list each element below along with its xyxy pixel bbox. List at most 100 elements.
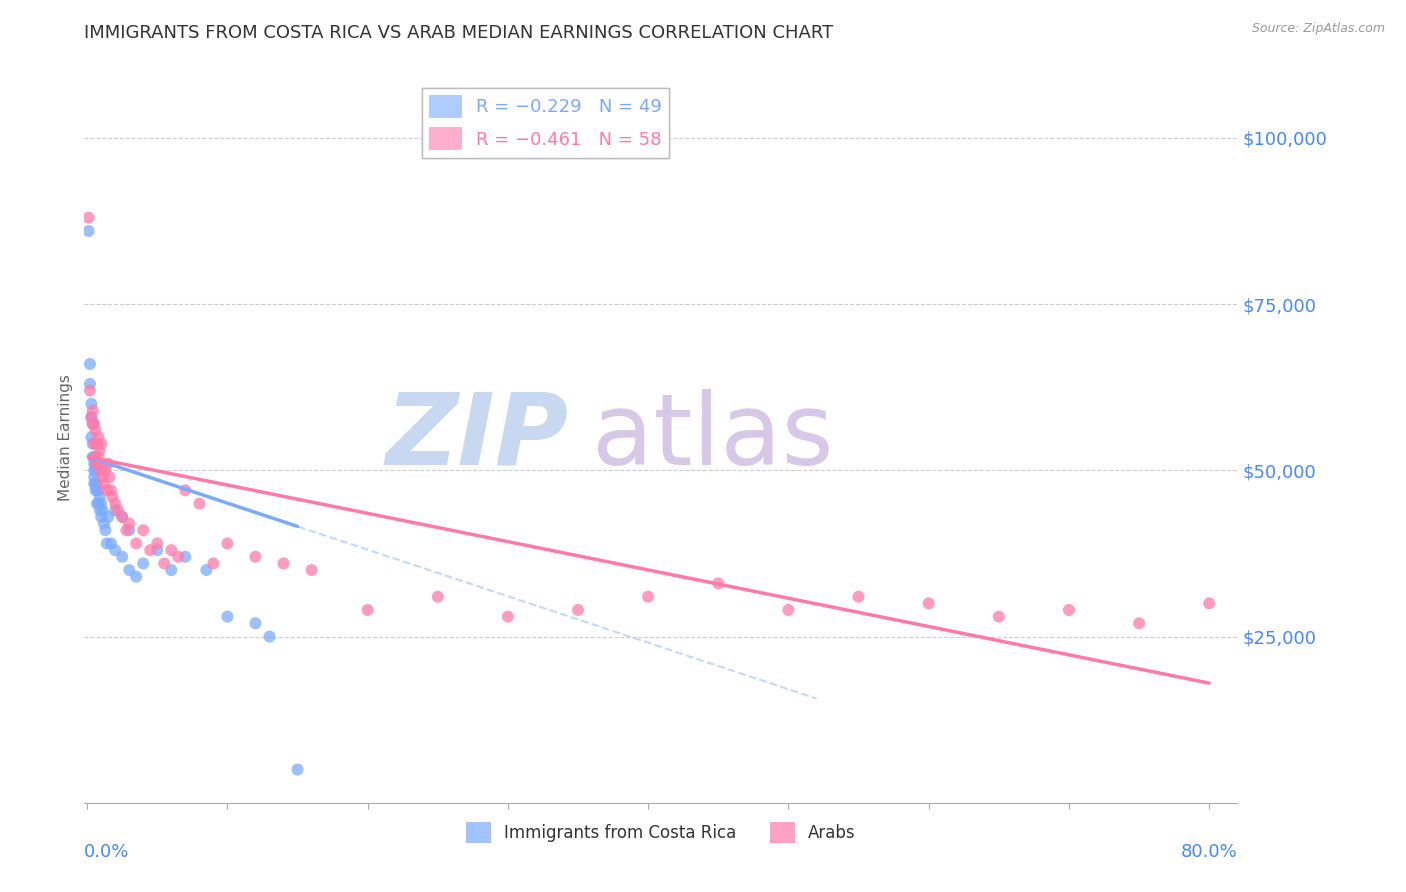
Point <box>87 430 110 444</box>
Point <box>82 417 104 431</box>
Point <box>84 463 107 477</box>
Point <box>86 476 108 491</box>
Point <box>707 576 730 591</box>
Point <box>101 490 124 504</box>
Point <box>89 503 111 517</box>
Point <box>89 443 111 458</box>
Point <box>86 497 108 511</box>
Point <box>139 543 162 558</box>
Point <box>104 503 127 517</box>
Point <box>77 224 100 238</box>
Point <box>79 376 101 391</box>
Point <box>104 497 127 511</box>
Point <box>132 557 155 571</box>
Point <box>160 543 183 558</box>
Point <box>82 450 104 464</box>
Point <box>83 436 105 450</box>
Point <box>82 436 104 450</box>
Point <box>87 450 110 464</box>
Point <box>87 457 110 471</box>
Point <box>160 563 183 577</box>
Point <box>97 457 120 471</box>
Point <box>195 563 218 577</box>
Point <box>98 470 121 484</box>
Point <box>245 616 267 631</box>
Point <box>83 457 105 471</box>
Point <box>93 476 115 491</box>
Point <box>848 590 870 604</box>
Text: 80.0%: 80.0% <box>1181 843 1237 861</box>
Point <box>79 384 101 398</box>
Point <box>82 403 104 417</box>
Point <box>83 417 105 431</box>
Point <box>100 536 122 550</box>
Point <box>245 549 267 564</box>
Point <box>89 457 111 471</box>
Point <box>86 436 108 450</box>
Point <box>86 457 108 471</box>
Point <box>87 497 110 511</box>
Point <box>96 483 118 498</box>
Point <box>132 523 155 537</box>
Point <box>496 609 519 624</box>
Point <box>273 557 295 571</box>
Point <box>87 483 110 498</box>
Point <box>1198 596 1220 610</box>
Point <box>146 536 169 550</box>
Text: atlas: atlas <box>592 389 834 485</box>
Text: IMMIGRANTS FROM COSTA RICA VS ARAB MEDIAN EARNINGS CORRELATION CHART: IMMIGRANTS FROM COSTA RICA VS ARAB MEDIA… <box>84 24 834 42</box>
Point <box>83 476 105 491</box>
Point <box>80 430 103 444</box>
Point <box>174 549 197 564</box>
Point <box>167 549 190 564</box>
Point <box>83 463 105 477</box>
Point <box>259 630 281 644</box>
Point <box>125 536 148 550</box>
Point <box>84 450 107 464</box>
Point <box>79 357 101 371</box>
Point <box>287 763 309 777</box>
Point <box>80 397 103 411</box>
Point <box>111 509 134 524</box>
Point <box>82 417 104 431</box>
Point <box>118 523 141 537</box>
Point <box>84 457 107 471</box>
Point <box>918 596 941 610</box>
Point <box>100 483 122 498</box>
Point <box>217 609 239 624</box>
Point <box>1128 616 1150 631</box>
Point <box>96 536 118 550</box>
Point <box>426 590 449 604</box>
Point <box>107 503 129 517</box>
Point <box>357 603 380 617</box>
Point <box>97 509 120 524</box>
Point <box>125 570 148 584</box>
Point <box>146 543 169 558</box>
Point <box>90 509 112 524</box>
Point <box>80 410 103 425</box>
Point <box>94 523 117 537</box>
Point <box>1057 603 1080 617</box>
Point <box>188 497 211 511</box>
Point <box>77 211 100 225</box>
Point <box>90 463 112 477</box>
Point <box>567 603 589 617</box>
Point <box>84 476 107 491</box>
Point <box>84 483 107 498</box>
Point <box>93 516 115 531</box>
Point <box>115 523 138 537</box>
Point <box>104 543 127 558</box>
Point <box>90 497 112 511</box>
Point <box>91 470 114 484</box>
Point <box>111 549 134 564</box>
Point <box>153 557 176 571</box>
Y-axis label: Median Earnings: Median Earnings <box>58 374 73 500</box>
Point <box>89 490 111 504</box>
Legend: R = −0.229   N = 49, R = −0.461   N = 58: R = −0.229 N = 49, R = −0.461 N = 58 <box>422 87 669 158</box>
Point <box>111 509 134 524</box>
Point <box>86 483 108 498</box>
Point <box>118 563 141 577</box>
Text: 0.0%: 0.0% <box>84 843 129 861</box>
Point <box>84 424 107 438</box>
Point <box>987 609 1010 624</box>
